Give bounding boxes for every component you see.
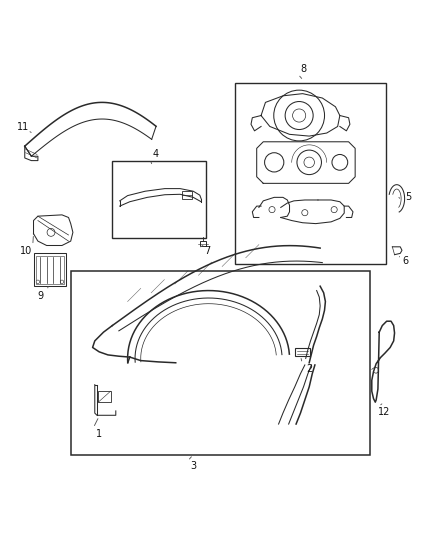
Polygon shape	[371, 321, 394, 402]
Text: 1: 1	[96, 429, 102, 439]
Text: 7: 7	[204, 246, 210, 256]
Circle shape	[303, 157, 314, 167]
Circle shape	[285, 101, 312, 130]
Circle shape	[264, 153, 283, 172]
Circle shape	[292, 109, 305, 122]
Circle shape	[60, 280, 64, 284]
Circle shape	[331, 155, 347, 170]
Circle shape	[47, 229, 55, 236]
Bar	[98, 391, 110, 402]
Text: 4: 4	[152, 149, 159, 159]
Text: 11: 11	[17, 123, 29, 132]
Circle shape	[301, 209, 307, 216]
Bar	[33, 253, 66, 286]
Bar	[199, 241, 206, 246]
Text: 10: 10	[20, 246, 32, 256]
Text: 6: 6	[402, 256, 408, 266]
Text: 12: 12	[377, 407, 389, 417]
Bar	[234, 83, 385, 264]
Circle shape	[268, 207, 275, 213]
Text: 8: 8	[300, 64, 306, 74]
Bar	[35, 255, 64, 284]
Circle shape	[296, 150, 321, 175]
Circle shape	[36, 280, 39, 284]
Text: 2: 2	[305, 365, 311, 374]
Circle shape	[330, 207, 336, 213]
Circle shape	[273, 90, 324, 141]
Bar	[294, 349, 309, 356]
Text: 3: 3	[190, 462, 196, 472]
Bar	[182, 191, 191, 199]
Text: 5: 5	[405, 192, 411, 203]
Bar	[112, 161, 206, 238]
Bar	[71, 271, 370, 455]
Text: 9: 9	[37, 291, 43, 301]
